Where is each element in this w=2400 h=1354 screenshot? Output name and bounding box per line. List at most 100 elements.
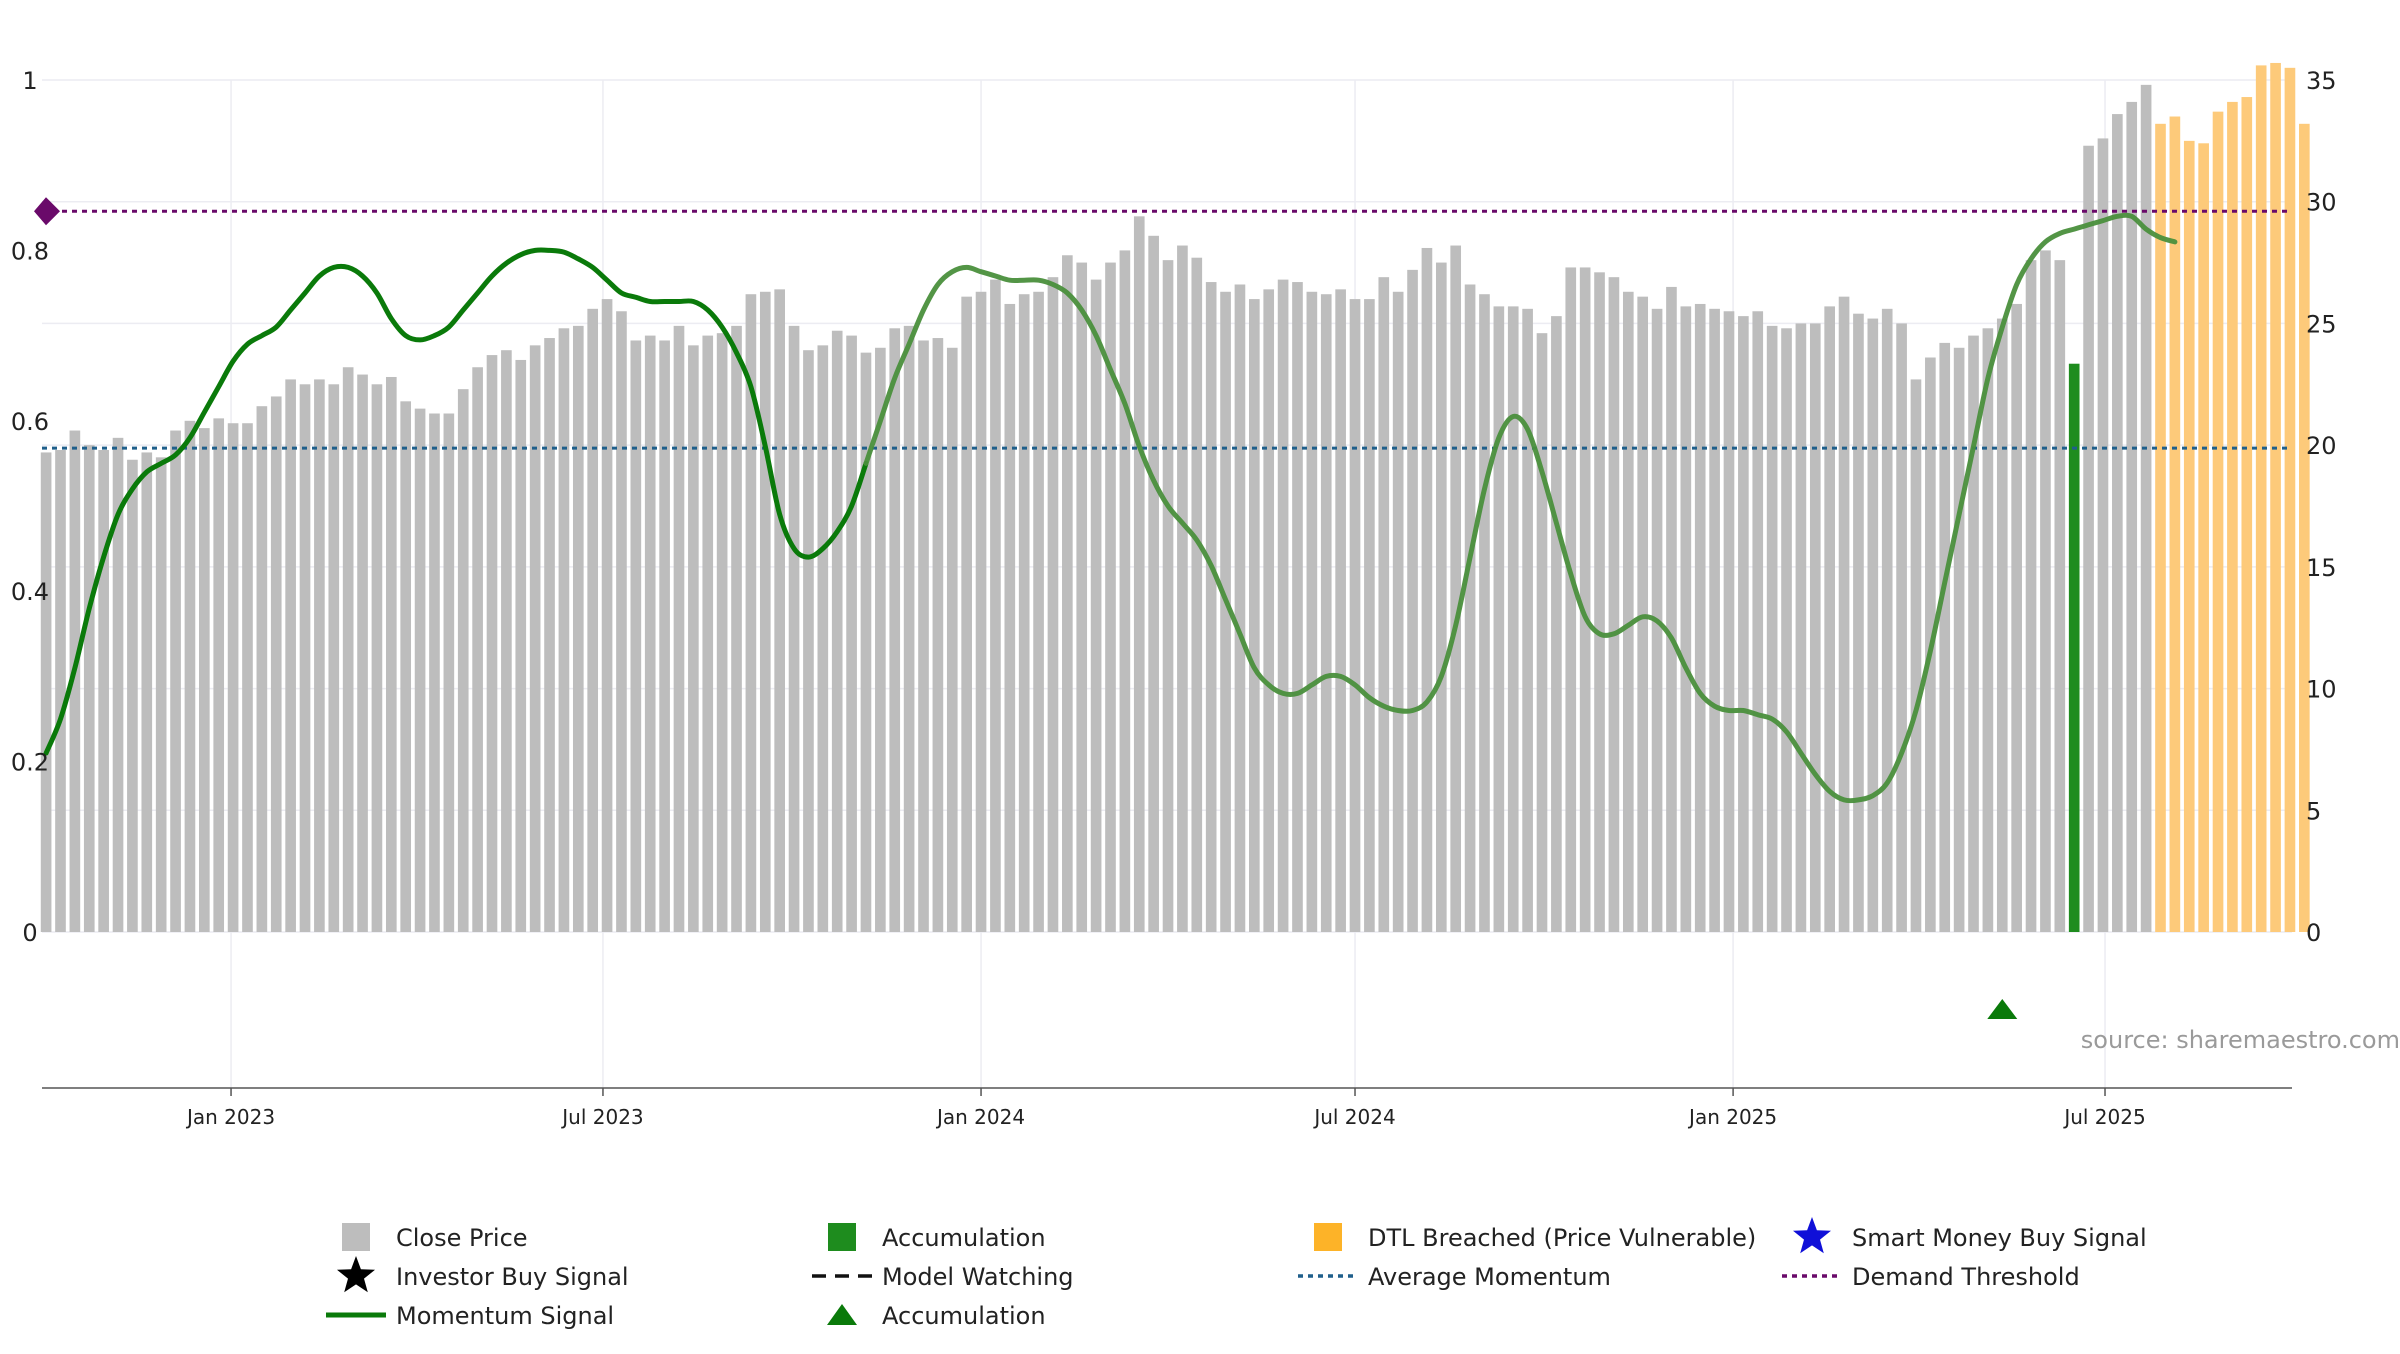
close-price-bar: [673, 325, 685, 932]
close-price-bar: [817, 345, 829, 932]
x-axis-tick-label: Jul 2023: [560, 1105, 643, 1129]
accumulation-bar: [2068, 363, 2080, 932]
close-price-bar: [1838, 296, 1850, 932]
close-price-bar: [1666, 286, 1677, 932]
momentum-signal-faded: [863, 212, 2178, 804]
close-price-bar: [1551, 316, 1562, 932]
close-price-bar: [1033, 291, 1044, 933]
close-price-bar: [213, 418, 225, 932]
close-price-bar: [40, 452, 52, 932]
source-label: source: sharemaestro.com: [2081, 1026, 2400, 1054]
close-price-bar: [788, 325, 800, 932]
momentum-signal-solid: [43, 247, 869, 756]
close-price-bar: [1277, 279, 1289, 932]
close-price-bar: [1047, 277, 1059, 933]
close-price-bar: [1364, 299, 1375, 933]
close-price-bar: [1738, 316, 1749, 932]
close-price-bar: [2126, 101, 2138, 932]
close-price-bar: [961, 296, 972, 932]
close-price-bar: [745, 294, 757, 932]
x-axis-tick-label: Jul 2024: [1312, 1105, 1395, 1129]
close-price-bar: [1320, 294, 1332, 932]
close-price-bar: [2112, 114, 2123, 932]
close-price-bar: [1148, 235, 1159, 932]
close-price-bar: [1953, 347, 1965, 932]
legend-label: Model Watching: [882, 1263, 1074, 1291]
right-axis-tick-label: 5: [2306, 797, 2321, 825]
close-price-bar: [472, 367, 483, 932]
x-axis-tick-label: Jan 2023: [185, 1105, 275, 1129]
close-price-bar: [2025, 260, 2037, 932]
close-price-bar: [875, 347, 886, 932]
close-price-bar: [1392, 291, 1404, 933]
gray-square-icon: [342, 1223, 370, 1251]
close-price-bar: [1263, 289, 1275, 932]
close-price-bar: [2040, 250, 2051, 932]
close-price-bar: [1565, 267, 1577, 932]
right-axis-tick-label: 30: [2306, 189, 2337, 217]
close-price-bar: [1968, 335, 1979, 933]
close-price-bar: [990, 279, 1001, 932]
close-price-bar: [1450, 245, 1462, 932]
close-price-bar: [141, 452, 153, 932]
close-price-bar: [1809, 323, 1821, 932]
close-price-bar: [1694, 303, 1706, 932]
close-price-bar: [616, 311, 627, 932]
green-square-icon: [828, 1223, 856, 1251]
close-price-bar: [601, 299, 613, 933]
close-price-bar: [429, 413, 440, 932]
close-price-bar: [69, 430, 81, 932]
close-price-bar: [1378, 277, 1390, 933]
dtl-breached-bar: [2270, 62, 2281, 932]
close-price-bar: [1723, 311, 1735, 932]
close-price-bar: [227, 423, 239, 932]
close-price-bar: [587, 308, 599, 932]
close-price-bar: [1982, 328, 1994, 933]
close-price-bar: [1680, 306, 1692, 933]
close-price-bar: [630, 340, 642, 932]
close-price-bar: [1220, 291, 1231, 933]
close-price-bar: [1479, 294, 1490, 932]
close-price-bar: [1191, 257, 1203, 932]
legend-label: Accumulation: [882, 1224, 1046, 1252]
x-axis-tick-label: Jan 2024: [935, 1105, 1025, 1129]
dtl-breached-bar: [2183, 140, 2195, 932]
close-price-bar: [1205, 282, 1217, 932]
close-price-bar: [1709, 308, 1720, 932]
close-price-bar: [1090, 279, 1102, 932]
close-price-bar: [1062, 255, 1073, 933]
close-price-bar: [1795, 323, 1807, 932]
close-price-bar: [1766, 325, 1778, 932]
close-price-bar: [975, 291, 987, 933]
close-price-bar: [688, 345, 699, 932]
legend-label: Average Momentum: [1368, 1263, 1611, 1291]
legend-label: Demand Threshold: [1852, 1263, 2080, 1291]
close-price-bar: [242, 423, 253, 932]
close-price-bar: [1119, 250, 1131, 932]
accumulation-triangle-marker: [1987, 999, 2018, 1019]
legend: Close Price Accumulation DTL Breached (Pri…: [326, 1217, 2147, 1330]
close-price-bar: [1435, 262, 1447, 933]
close-price-bar: [1824, 306, 1835, 933]
momentum-signal-line: [43, 212, 2178, 804]
right-axis-tick-label: 0: [2306, 919, 2321, 947]
close-price-bar: [1162, 260, 1174, 932]
close-price-bar: [1867, 318, 1879, 932]
close-price-bar: [457, 389, 469, 932]
close-price-bar: [1881, 308, 1893, 932]
reference-lines: [34, 197, 2292, 450]
close-price-bar: [1249, 299, 1260, 933]
legend-label: DTL Breached (Price Vulnerable): [1368, 1224, 1756, 1252]
close-price-bar: [2083, 145, 2094, 932]
dtl-breached-bar: [2299, 123, 2310, 933]
close-price-bar: [285, 379, 296, 933]
close-price-bar: [1594, 272, 1605, 932]
close-price-bar: [1105, 262, 1116, 933]
close-price-bar: [83, 445, 95, 932]
close-price-bar: [328, 384, 340, 932]
x-axis-tick-label: Jan 2025: [1687, 1105, 1777, 1129]
close-price-bar: [1076, 262, 1088, 933]
close-price-bar: [1752, 311, 1764, 932]
